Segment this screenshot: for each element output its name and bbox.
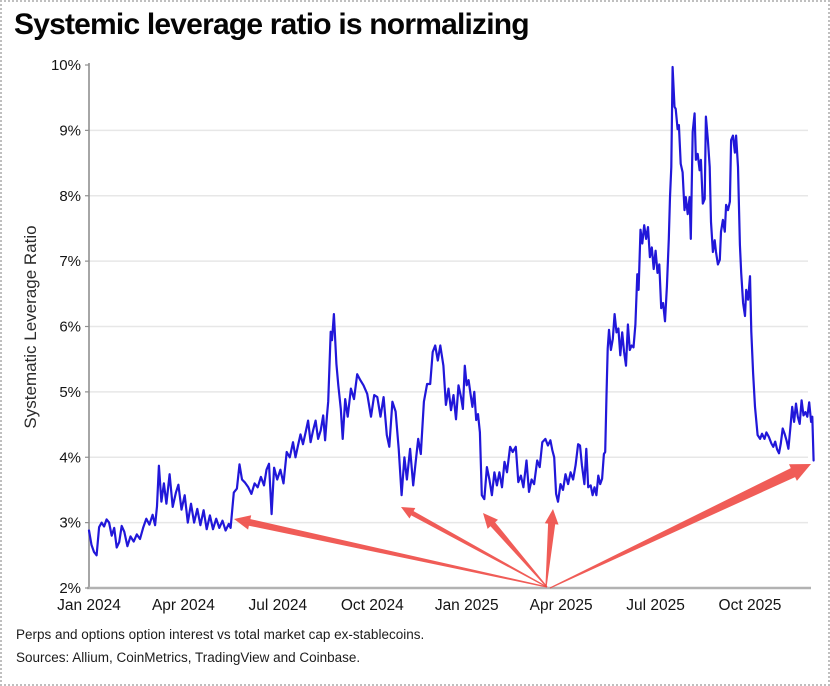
footnote-description: Perps and options option interest vs tot… (16, 627, 425, 642)
axis-tick-labels: 10% 9% 8% 7% 6% 5% 4% 3% 2%Jan 2024 Apr 2024 Jul 2… (51, 57, 781, 614)
x-tick-label: Jan 2025 (435, 597, 499, 614)
y-tick-label: 2% (59, 580, 81, 597)
data-line (87, 65, 815, 557)
annotation-arrow (483, 513, 548, 588)
y-tick-label: 5% (59, 384, 81, 401)
annotation-arrows (234, 464, 811, 589)
x-tick-label: Jan 2024 (57, 597, 121, 614)
y-tick-label: 6% (59, 319, 81, 336)
annotation-arrow (401, 507, 548, 588)
leverage-ratio-series-line (87, 65, 815, 557)
y-tick-label: 3% (59, 515, 81, 532)
y-tick-label: 7% (59, 253, 81, 270)
annotation-arrow (549, 464, 811, 589)
y-tick-label: 4% (59, 449, 81, 466)
annotation-arrow (544, 509, 559, 588)
annotation-arrow (234, 515, 548, 588)
chart-title: Systemic leverage ratio is normalizing (14, 8, 530, 41)
y-tick-label: 8% (59, 188, 81, 205)
x-tick-label: Apr 2024 (152, 597, 215, 614)
footnote-sources: Sources: Allium, CoinMetrics, TradingVie… (16, 650, 361, 665)
gridlines (89, 129, 808, 524)
x-tick-label: Oct 2024 (341, 597, 404, 614)
y-tick-label: 10% (51, 57, 81, 74)
x-tick-label: Oct 2025 (719, 597, 782, 614)
x-tick-label: Apr 2025 (530, 597, 593, 614)
y-axis-title: Systematic Leverage Ratio (21, 225, 40, 428)
x-tick-label: Jul 2025 (626, 597, 685, 614)
y-tick-label: 9% (59, 122, 81, 139)
x-tick-label: Jul 2024 (249, 597, 308, 614)
axes (87, 63, 811, 590)
